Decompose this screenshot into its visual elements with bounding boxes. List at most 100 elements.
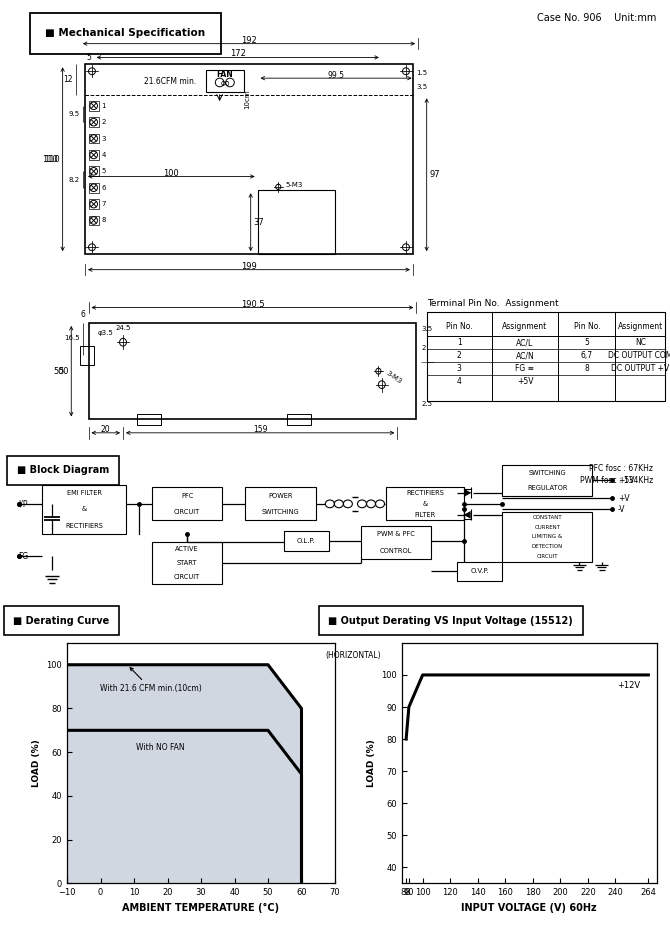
Text: 3: 3 (101, 136, 106, 142)
Bar (427, 313, 665, 401)
Text: O.V.P.: O.V.P. (470, 568, 489, 574)
Bar (80, 346, 94, 365)
Text: 4: 4 (101, 152, 106, 158)
Text: 10cm: 10cm (244, 89, 250, 108)
Bar (88, 323, 416, 419)
Text: Case No. 906    Unit:mm: Case No. 906 Unit:mm (537, 13, 657, 23)
Bar (502, 465, 592, 496)
Bar (89, 134, 98, 143)
Text: &: & (423, 500, 427, 507)
Bar (206, 69, 244, 92)
Text: 192: 192 (241, 36, 257, 45)
Text: (HORIZONTAL): (HORIZONTAL) (325, 651, 381, 660)
Bar (89, 199, 98, 209)
Text: 5: 5 (584, 339, 590, 348)
Text: 172: 172 (230, 49, 246, 57)
Text: 190.5: 190.5 (241, 300, 264, 309)
Bar (283, 532, 328, 550)
Text: DC OUTPUT +V: DC OUTPUT +V (611, 364, 669, 374)
Text: +5V: +5V (517, 377, 533, 387)
Text: 99.5: 99.5 (328, 70, 344, 80)
Bar (89, 101, 98, 111)
Text: Assignment: Assignment (618, 322, 663, 331)
Text: 1: 1 (457, 339, 462, 348)
Bar (387, 487, 464, 521)
Y-axis label: LOAD (%): LOAD (%) (32, 739, 41, 787)
Text: 7: 7 (101, 201, 106, 207)
Bar (89, 166, 98, 176)
Text: 8.2: 8.2 (69, 177, 80, 182)
Text: 6: 6 (101, 185, 106, 191)
Text: Terminal Pin No.  Assignment: Terminal Pin No. Assignment (427, 300, 559, 308)
Bar (85, 65, 413, 254)
Text: CURRENT: CURRENT (534, 524, 560, 529)
Bar (360, 526, 431, 559)
Text: +12V: +12V (617, 682, 640, 690)
Text: DETECTION: DETECTION (531, 545, 563, 549)
Bar (137, 413, 161, 426)
Bar (89, 183, 98, 192)
Text: 3: 3 (457, 364, 462, 374)
Text: Pin No.: Pin No. (574, 322, 600, 331)
Text: 4: 4 (457, 377, 462, 387)
Text: -V: -V (618, 505, 626, 514)
Text: CONTROL: CONTROL (380, 548, 412, 554)
Bar (89, 117, 98, 127)
Text: 24.5: 24.5 (115, 325, 131, 331)
X-axis label: INPUT VOLTAGE (V) 60Hz: INPUT VOLTAGE (V) 60Hz (462, 903, 597, 913)
Text: 1: 1 (101, 103, 106, 109)
Text: 37: 37 (253, 217, 264, 227)
Text: SWITCHING: SWITCHING (261, 509, 299, 515)
Bar (502, 512, 592, 561)
Text: +V: +V (618, 494, 630, 503)
Text: With NO FAN: With NO FAN (137, 744, 185, 752)
Text: 1.5: 1.5 (416, 70, 427, 76)
Text: 97: 97 (429, 170, 440, 179)
Text: 5: 5 (86, 53, 91, 62)
Bar (245, 487, 316, 521)
Text: With 21.6 CFM min.(10cm): With 21.6 CFM min.(10cm) (100, 668, 202, 694)
Text: 50: 50 (54, 366, 64, 376)
Text: 3.5: 3.5 (416, 84, 427, 90)
Text: 2: 2 (457, 352, 462, 361)
Text: FG ≡: FG ≡ (515, 364, 535, 374)
Text: Pin No.: Pin No. (446, 322, 472, 331)
Text: +5V: +5V (618, 476, 634, 485)
Text: PFC: PFC (181, 493, 193, 499)
Text: 21.6CFM min.: 21.6CFM min. (144, 77, 196, 86)
Text: ∞: ∞ (220, 76, 230, 89)
Text: ■ Block Diagram: ■ Block Diagram (17, 465, 109, 475)
Text: 6,7: 6,7 (581, 352, 593, 361)
Text: 16.5: 16.5 (64, 336, 80, 341)
Text: 100: 100 (163, 169, 179, 178)
Text: CIRCUIT: CIRCUIT (537, 554, 558, 560)
Text: &: & (82, 506, 86, 512)
Polygon shape (464, 511, 471, 519)
Text: 50: 50 (58, 366, 68, 376)
Text: CONSTANT: CONSTANT (533, 514, 562, 520)
Text: 3-M3: 3-M3 (385, 369, 403, 385)
Text: FAN: FAN (216, 70, 233, 80)
Text: ■ Mechanical Specification: ■ Mechanical Specification (46, 28, 206, 38)
Text: RECTIFIERS: RECTIFIERS (65, 523, 103, 529)
Text: 5: 5 (101, 168, 106, 174)
Text: AC/N: AC/N (516, 352, 535, 361)
Text: PFC fosc : 67KHz
PWM fosc : 134KHz: PFC fosc : 67KHz PWM fosc : 134KHz (580, 463, 653, 485)
Text: NC: NC (634, 339, 646, 348)
Bar (287, 413, 311, 426)
Text: FILTER: FILTER (415, 512, 436, 518)
Text: FG: FG (19, 551, 29, 561)
Text: 159: 159 (253, 425, 267, 434)
Text: Assignment: Assignment (502, 322, 547, 331)
Bar (89, 150, 98, 160)
Text: POWER: POWER (268, 493, 293, 499)
Text: 2: 2 (421, 345, 426, 351)
Text: AC/L: AC/L (517, 339, 533, 348)
Text: 110: 110 (42, 154, 58, 164)
Text: 2: 2 (101, 119, 106, 125)
Text: 9.5: 9.5 (69, 111, 80, 117)
Text: O.L.P.: O.L.P. (297, 538, 316, 544)
Bar (42, 485, 126, 535)
Text: PWM & PFC: PWM & PFC (377, 531, 415, 537)
Text: 12: 12 (64, 75, 73, 84)
